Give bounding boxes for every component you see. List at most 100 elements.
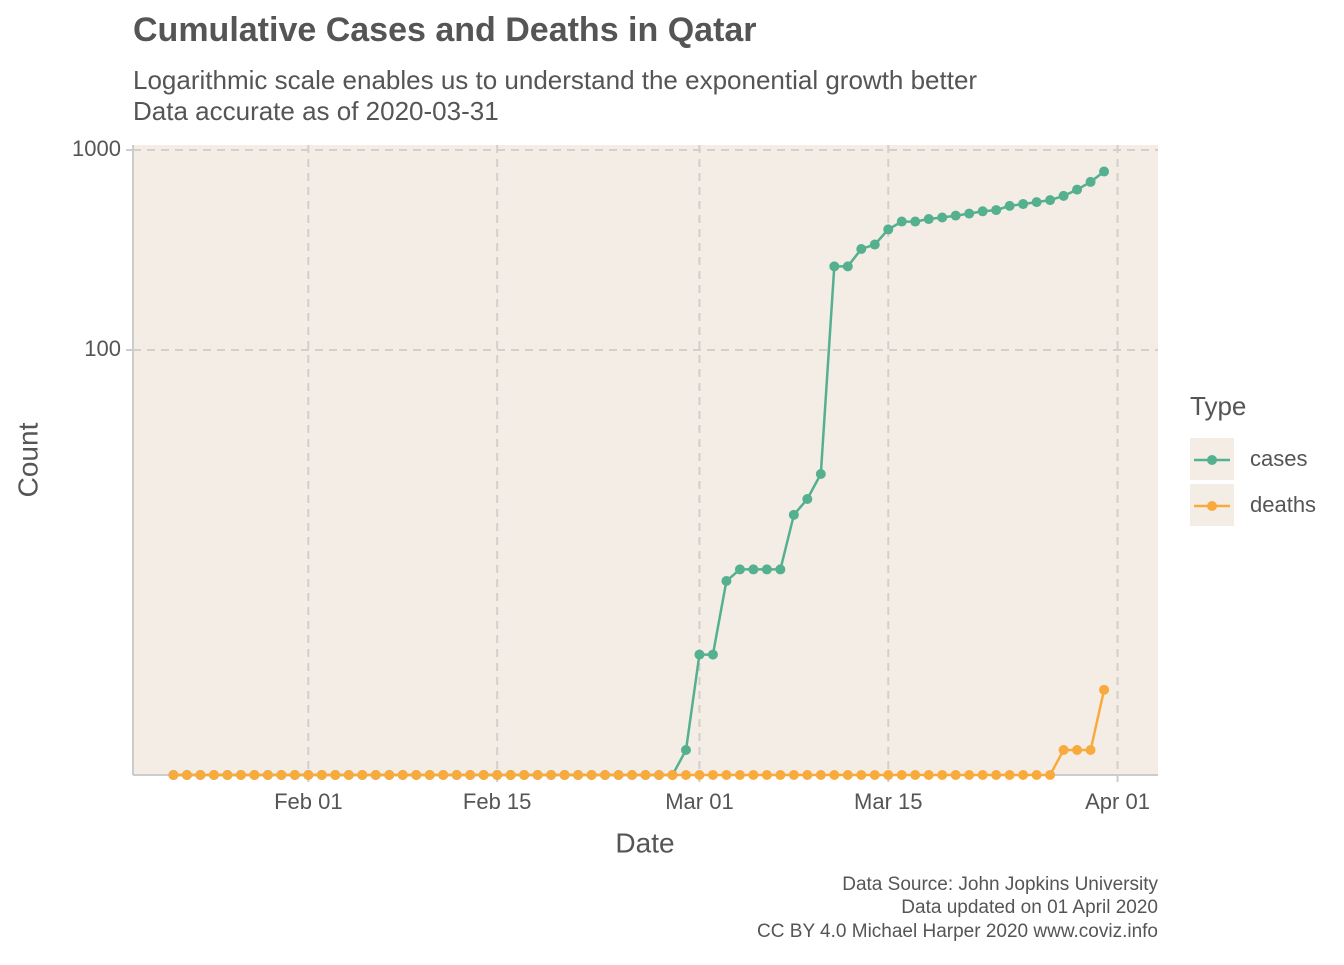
data-point — [721, 770, 732, 780]
caption: Data updated on 01 April 2020 — [901, 897, 1158, 918]
data-point — [357, 770, 368, 780]
data-point — [653, 770, 664, 780]
data-point — [1058, 190, 1069, 201]
data-point — [923, 770, 934, 780]
data-point — [896, 216, 907, 227]
data-point — [600, 770, 611, 780]
data-point — [1072, 745, 1083, 756]
legend-point — [1207, 455, 1217, 465]
data-point — [640, 770, 651, 780]
data-point — [181, 770, 192, 780]
data-point — [505, 770, 516, 780]
x-tick-label: Apr 01 — [1085, 789, 1150, 814]
x-axis-label: Date — [615, 827, 674, 858]
y-axis-label: Count — [12, 422, 43, 497]
data-point — [829, 261, 840, 272]
data-point — [694, 649, 705, 660]
data-point — [1004, 770, 1015, 780]
chart-title: Cumulative Cases and Deaths in Qatar — [133, 11, 757, 49]
y-tick-label: 100 — [84, 336, 121, 361]
data-point — [249, 770, 260, 780]
data-point — [195, 770, 206, 780]
data-point — [910, 770, 921, 780]
data-point — [316, 770, 327, 780]
data-point — [1099, 684, 1110, 695]
data-point — [235, 770, 246, 780]
y-tick-label: 1000 — [72, 136, 121, 161]
data-point — [775, 770, 786, 780]
data-point — [937, 770, 948, 780]
data-point — [991, 205, 1002, 216]
data-point — [788, 509, 799, 520]
data-point — [586, 770, 597, 780]
data-point — [923, 214, 934, 225]
data-point — [289, 770, 300, 780]
data-point — [532, 770, 543, 780]
data-point — [815, 468, 826, 479]
data-point — [842, 770, 853, 780]
data-point — [883, 770, 894, 780]
data-point — [842, 261, 853, 272]
data-point — [964, 208, 975, 219]
data-point — [424, 770, 435, 780]
data-point — [1072, 184, 1083, 195]
data-point — [208, 770, 219, 780]
data-point — [492, 770, 503, 780]
legend-title: Type — [1190, 391, 1246, 421]
data-point — [397, 770, 408, 780]
data-point — [1018, 199, 1029, 210]
data-point — [1085, 176, 1096, 187]
data-point — [451, 770, 462, 780]
subtitle: Logarithmic scale enables us to understa… — [133, 65, 977, 95]
data-point — [707, 770, 718, 780]
data-point — [964, 770, 975, 780]
data-point — [384, 770, 395, 780]
data-point — [262, 770, 273, 780]
data-point — [977, 770, 988, 780]
series-line — [173, 689, 1106, 777]
data-point — [937, 212, 948, 223]
plot-panel — [133, 145, 1158, 775]
data-point — [856, 244, 867, 255]
data-point — [734, 770, 745, 780]
data-point — [1045, 195, 1056, 206]
data-point — [734, 564, 745, 575]
data-point — [761, 564, 772, 575]
data-point — [788, 770, 799, 780]
data-point — [478, 770, 489, 780]
data-point — [950, 210, 961, 221]
data-point — [1004, 200, 1015, 211]
data-point — [748, 564, 759, 575]
data-point — [1058, 745, 1069, 756]
data-point — [222, 770, 233, 780]
data-point — [977, 206, 988, 217]
data-point — [411, 770, 422, 780]
data-point — [330, 770, 341, 780]
data-point — [343, 770, 354, 780]
data-point — [168, 770, 179, 780]
data-point — [680, 770, 691, 780]
legend-point — [1207, 501, 1217, 511]
data-point — [1045, 770, 1056, 780]
data-point — [991, 770, 1002, 780]
data-point — [276, 770, 287, 780]
data-point — [1099, 166, 1110, 177]
data-point — [694, 770, 705, 780]
data-point — [721, 576, 732, 587]
data-point — [883, 224, 894, 235]
x-tick-label: Mar 15 — [854, 789, 922, 814]
data-point — [896, 770, 907, 780]
data-point — [519, 770, 530, 780]
data-point — [775, 564, 786, 575]
subtitle: Data accurate as of 2020-03-31 — [133, 96, 499, 126]
legend-label: cases — [1250, 446, 1307, 471]
data-point — [761, 770, 772, 780]
data-point — [1031, 770, 1042, 780]
data-point — [559, 770, 570, 780]
caption: CC BY 4.0 Michael Harper 2020 www.coviz.… — [757, 921, 1158, 942]
data-point — [815, 770, 826, 780]
data-point — [438, 770, 449, 780]
data-point — [910, 216, 921, 227]
x-tick-label: Mar 01 — [665, 789, 733, 814]
